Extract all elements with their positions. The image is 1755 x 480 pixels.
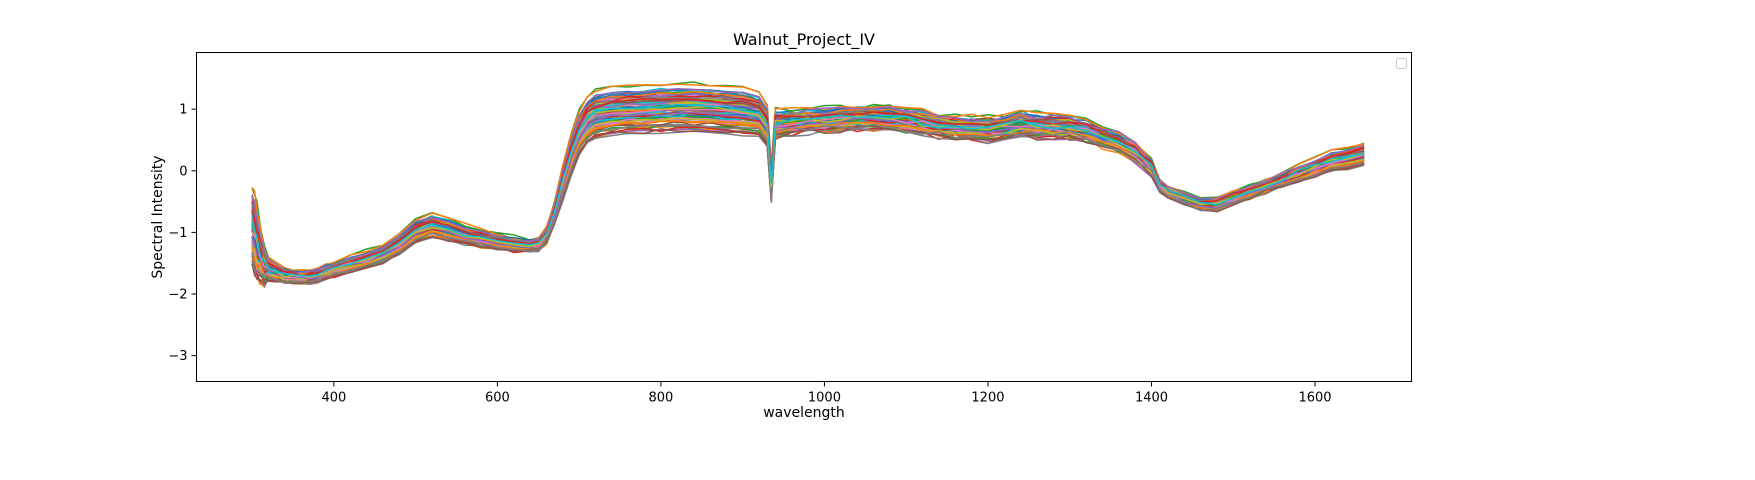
chart-title: Walnut_Project_IV [733, 30, 875, 50]
series-lines [251, 81, 1365, 288]
y-tick-label: −3 [168, 349, 187, 364]
y-axis-label: Spectral Intensity [150, 155, 166, 278]
series-line [251, 125, 1365, 285]
y-axis: −3 −2 −1 0 1 [168, 103, 197, 364]
x-tick-label: 800 [649, 391, 674, 406]
x-tick-label: 600 [485, 391, 510, 406]
x-tick-label: 400 [321, 391, 346, 406]
series-line [251, 103, 1365, 277]
y-tick-label: 0 [179, 164, 187, 179]
y-tick-label: −2 [168, 288, 187, 303]
y-tick-label: 1 [179, 103, 187, 118]
y-tick-label: −1 [168, 226, 187, 241]
series-line [251, 123, 1365, 283]
series-line [251, 98, 1365, 277]
legend-box [1396, 58, 1407, 69]
plot-frame [196, 52, 1412, 382]
x-axis: 400 600 800 1000 1200 1400 1600 [321, 381, 1332, 406]
x-tick-label: 1000 [808, 391, 841, 406]
x-tick-label: 1200 [971, 391, 1004, 406]
x-tick-label: 1400 [1135, 391, 1168, 406]
x-axis-label: wavelength [763, 405, 845, 421]
x-tick-label: 1600 [1298, 391, 1331, 406]
